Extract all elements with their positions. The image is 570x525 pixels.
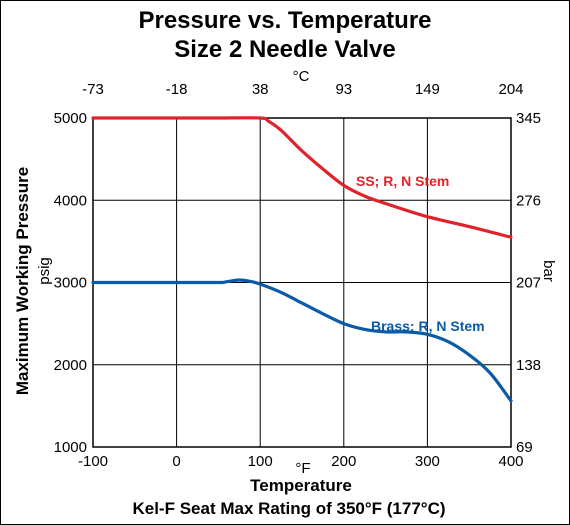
x-tick-label-top: 149 <box>415 81 440 98</box>
series-label-brass: Brass; R, N Stem <box>371 318 485 334</box>
chart-title-line1: Pressure vs. Temperature <box>138 7 431 34</box>
y-tick-label-right: 69 <box>516 439 533 456</box>
series-layer <box>91 116 513 403</box>
x-tick-label-bottom: 200 <box>331 453 356 470</box>
x-tick-label-top: -73 <box>82 81 104 98</box>
series-line-brass <box>91 278 513 403</box>
y-tick-label-right: 276 <box>516 192 541 209</box>
x-tick-label-bottom: -100 <box>78 453 108 470</box>
y-axis-label: Maximum Working Pressure <box>13 167 32 395</box>
bottom-axis-unit: °F <box>295 460 310 477</box>
series-label-ss: SS; R, N Stem <box>356 173 449 189</box>
y-tick-label-left: 3000 <box>54 275 87 292</box>
x-tick-label-bottom: 100 <box>248 453 273 470</box>
x-tick-label-top: 204 <box>498 81 523 98</box>
y-tick-label-right: 207 <box>516 275 541 292</box>
y-tick-label-left: 5000 <box>54 110 87 127</box>
y-tick-label-right: 345 <box>516 110 541 127</box>
chart-title-line2: Size 2 Needle Valve <box>174 36 395 63</box>
x-tick-label-bottom: 300 <box>415 453 440 470</box>
x-tick-label-bottom: 400 <box>498 453 523 470</box>
x-axis-label: Temperature <box>250 476 352 495</box>
y-tick-label-right: 138 <box>516 357 541 374</box>
left-axis-unit: psig <box>36 257 53 285</box>
top-axis-unit: °C <box>293 68 310 85</box>
x-tick-label-top: -18 <box>166 81 188 98</box>
right-axis-unit: bar <box>540 260 557 282</box>
series-line-ss <box>91 116 513 239</box>
y-tick-label-left: 2000 <box>54 357 87 374</box>
x-tick-label-top: 93 <box>335 81 352 98</box>
y-tick-label-left: 1000 <box>54 439 87 456</box>
y-tick-label-left: 4000 <box>54 192 87 209</box>
x-tick-label-top: 38 <box>252 81 269 98</box>
chart-footer-note: Kel-F Seat Max Rating of 350°F (177°C) <box>132 499 445 518</box>
x-tick-label-bottom: 0 <box>172 453 180 470</box>
tick-labels: -100 0 100 200 300 400 -73 -18 38 93 149 204 1000 200… <box>54 81 541 470</box>
